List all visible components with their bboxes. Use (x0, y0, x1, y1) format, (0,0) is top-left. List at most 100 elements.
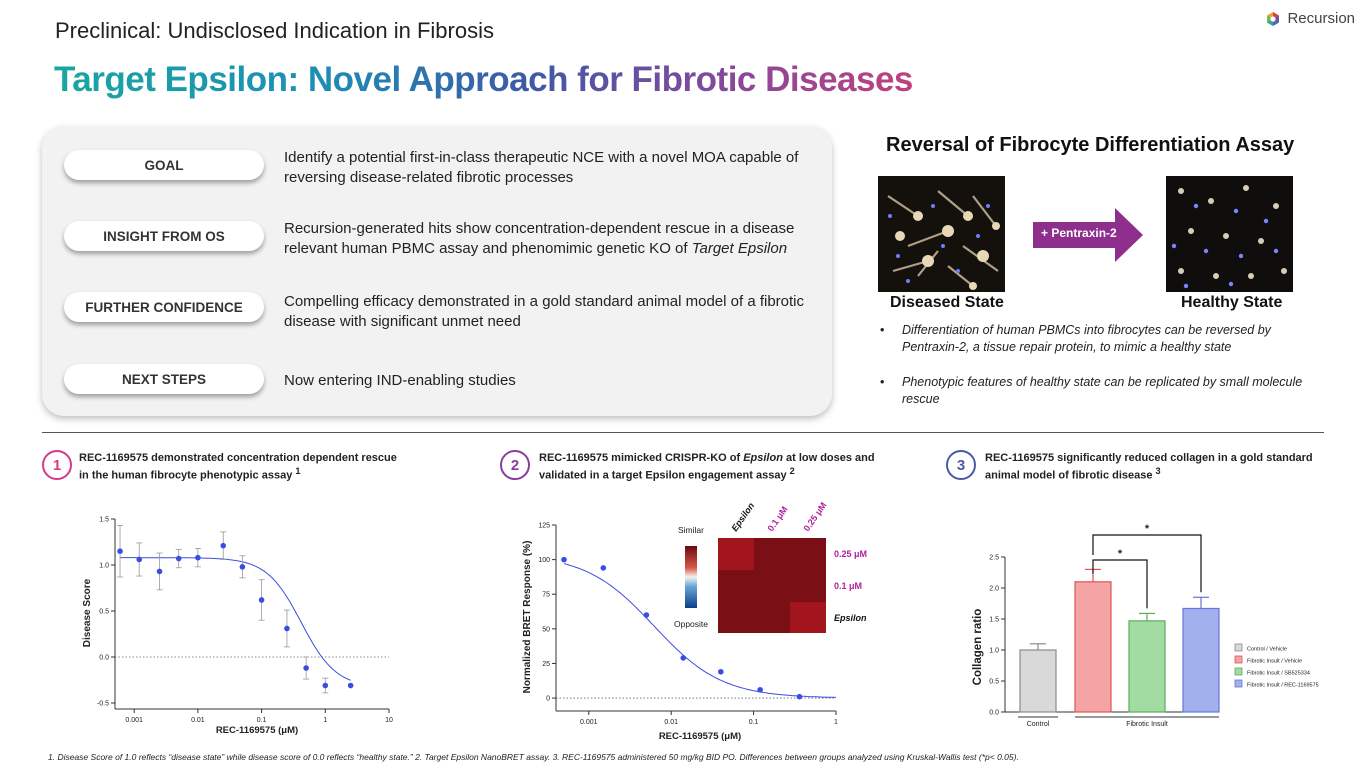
chart3-legend: Control / Vehicle Fibrotic Insult / Vehic… (1234, 643, 1319, 689)
legend-swatch (1234, 643, 1243, 652)
panel-2-caption-line1: REC-1169575 mimicked CRISPR-KO of Epsilo… (539, 452, 875, 465)
data-point (220, 542, 227, 549)
panel-2-caption-line1-target: Epsilon (743, 452, 783, 464)
chart1-plot (117, 525, 354, 694)
heatmap-row-label: 0.25 μM (834, 549, 867, 559)
heatmap: Similar Opposite 0.25 μM 0.1 μM Epsilon Eps… (674, 500, 867, 633)
legend-swatch (1234, 667, 1243, 676)
x-tick-label: 0.1 (749, 719, 759, 726)
data-point (680, 655, 687, 661)
data-point (175, 555, 182, 562)
panel-2-badge: 2 (500, 450, 530, 480)
colorbar-top-label: Similar (678, 525, 704, 535)
data-point (347, 682, 354, 689)
disease-score-chart: -0.5 0.0 0.5 1.0 1.5 0.001 0.01 0.1 1 10 Disease … (82, 517, 393, 737)
next-steps-pill: NEXT STEPS (64, 364, 264, 394)
goal-pill: GOAL (64, 150, 264, 180)
bar (1182, 607, 1220, 713)
y-tick-label: 125 (538, 523, 550, 530)
x-tick-label: 0.01 (664, 719, 678, 726)
chart1-axes: -0.5 0.0 0.5 1.0 1.5 0.001 0.01 0.1 1 10 (97, 517, 393, 725)
section-divider (42, 432, 1324, 433)
collagen-chart: 0.0 0.5 1.0 1.5 2.0 2.5 Control Fibrotic Insult… (972, 523, 1319, 728)
recursion-logo-icon (1267, 11, 1280, 26)
page-title: Target Epsilon: Novel Approach for Fibro… (54, 60, 913, 99)
summary-panel: GOAL Identify a potential first-in-class… (42, 126, 832, 416)
y-tick-label: 2.0 (989, 586, 999, 593)
x-tick-label: 10 (385, 717, 393, 724)
heatmap-colorbar (685, 546, 697, 608)
chart1-xlabel: REC-1169575 (μM) (216, 725, 298, 736)
x-tick-label: 1 (834, 719, 838, 726)
x-tick-label: 1 (323, 717, 327, 724)
chart2-xlabel: REC-1169575 (μM) (659, 731, 741, 742)
heatmap-cell (754, 602, 790, 633)
panel-2-caption: REC-1169575 mimicked CRISPR-KO of Epsilo… (539, 452, 875, 483)
heatmap-cells (718, 538, 826, 633)
y-tick-label: 0.0 (989, 710, 999, 717)
footnote: 1. Disease Score of 1.0 reflects “diseas… (48, 752, 1019, 762)
further-confidence-pill: FURTHER CONFIDENCE (64, 292, 264, 322)
panel-1-badge: 1 (42, 450, 72, 480)
y-tick-label: 2.5 (989, 555, 999, 562)
panel-3-caption: REC-1169575 significantly reduced collag… (985, 452, 1313, 483)
assay-bullets: Differentiation of human PBMCs into fibr… (880, 322, 1310, 426)
legend-label: Fibrotic Insult / Vehicle (1247, 659, 1302, 665)
heatmap-col-label: 0.25 μM (801, 500, 828, 533)
group-label: Control (1027, 721, 1050, 728)
insight-text-main: Recursion-generated hits show concentrat… (284, 220, 795, 257)
next-steps-text: Now entering IND-enabling studies (284, 372, 516, 389)
chart2-plot (561, 556, 837, 700)
data-point (643, 612, 650, 618)
significance-star: * (1145, 523, 1150, 535)
bar (1019, 649, 1057, 713)
data-point (117, 548, 123, 554)
chart2-ylabel: Normalized BRET Response (%) (522, 541, 533, 694)
x-tick-label: 0.001 (125, 717, 143, 724)
chart1-ylabel: Disease Score (82, 578, 93, 647)
fit-curve (120, 557, 351, 681)
logo-text: Recursion (1287, 10, 1355, 27)
data-point (718, 668, 724, 675)
diseased-state-label: Diseased State (890, 294, 1004, 311)
fit-curve (563, 563, 837, 698)
data-point (195, 554, 201, 561)
y-tick-label: 100 (538, 557, 550, 564)
further-confidence-text: Compelling efficacy demonstrated in a go… (284, 293, 805, 330)
data-point (136, 556, 143, 563)
heatmap-col-label: Epsilon (729, 500, 756, 533)
colorbar-bottom-label: Opposite (674, 619, 708, 629)
x-tick-label: 0.001 (580, 719, 598, 726)
panel-2-caption-line1-end: at low doses and (782, 452, 875, 464)
data-point (757, 686, 763, 693)
chart3-ylabel: Collagen ratio (972, 609, 984, 686)
insight-pill: INSIGHT FROM OS (64, 221, 264, 251)
page-subtitle: Preclinical: Undisclosed Indication in F… (55, 18, 494, 43)
heatmap-cell (790, 602, 826, 633)
panel-3-caption-ref: 3 (1155, 466, 1161, 476)
y-tick-label: 1.5 (989, 617, 999, 624)
data-point (303, 665, 309, 671)
diseased-state-image (878, 176, 1005, 292)
legend-swatch (1234, 679, 1243, 688)
y-tick-label: 1.0 (99, 563, 109, 570)
y-tick-label: 0.5 (989, 679, 999, 686)
x-tick-label: 0.1 (257, 717, 267, 724)
panel-1-caption-line2-text: in the human fibrocyte phenotypic assay (79, 469, 296, 482)
x-tick-label: 0.01 (191, 717, 205, 724)
data-point (258, 597, 265, 603)
data-point (239, 564, 246, 570)
y-tick-label: 0 (546, 696, 550, 703)
heatmap-cell (754, 538, 790, 570)
y-tick-label: 75 (542, 592, 550, 599)
data-point (322, 682, 329, 689)
heatmap-cell (790, 570, 826, 602)
healthy-state-image (1166, 176, 1293, 292)
pentraxin-arrow (1033, 208, 1143, 262)
y-tick-label: 50 (542, 626, 550, 633)
legend-label: Fibrotic Insult / REC-1169575 (1247, 683, 1319, 689)
panel-1-caption: REC-1169575 demonstrated concentration d… (79, 452, 397, 483)
data-point (600, 565, 607, 571)
y-tick-label: 1.5 (99, 517, 109, 524)
panel-3-caption-line1: REC-1169575 significantly reduced collag… (985, 452, 1313, 464)
